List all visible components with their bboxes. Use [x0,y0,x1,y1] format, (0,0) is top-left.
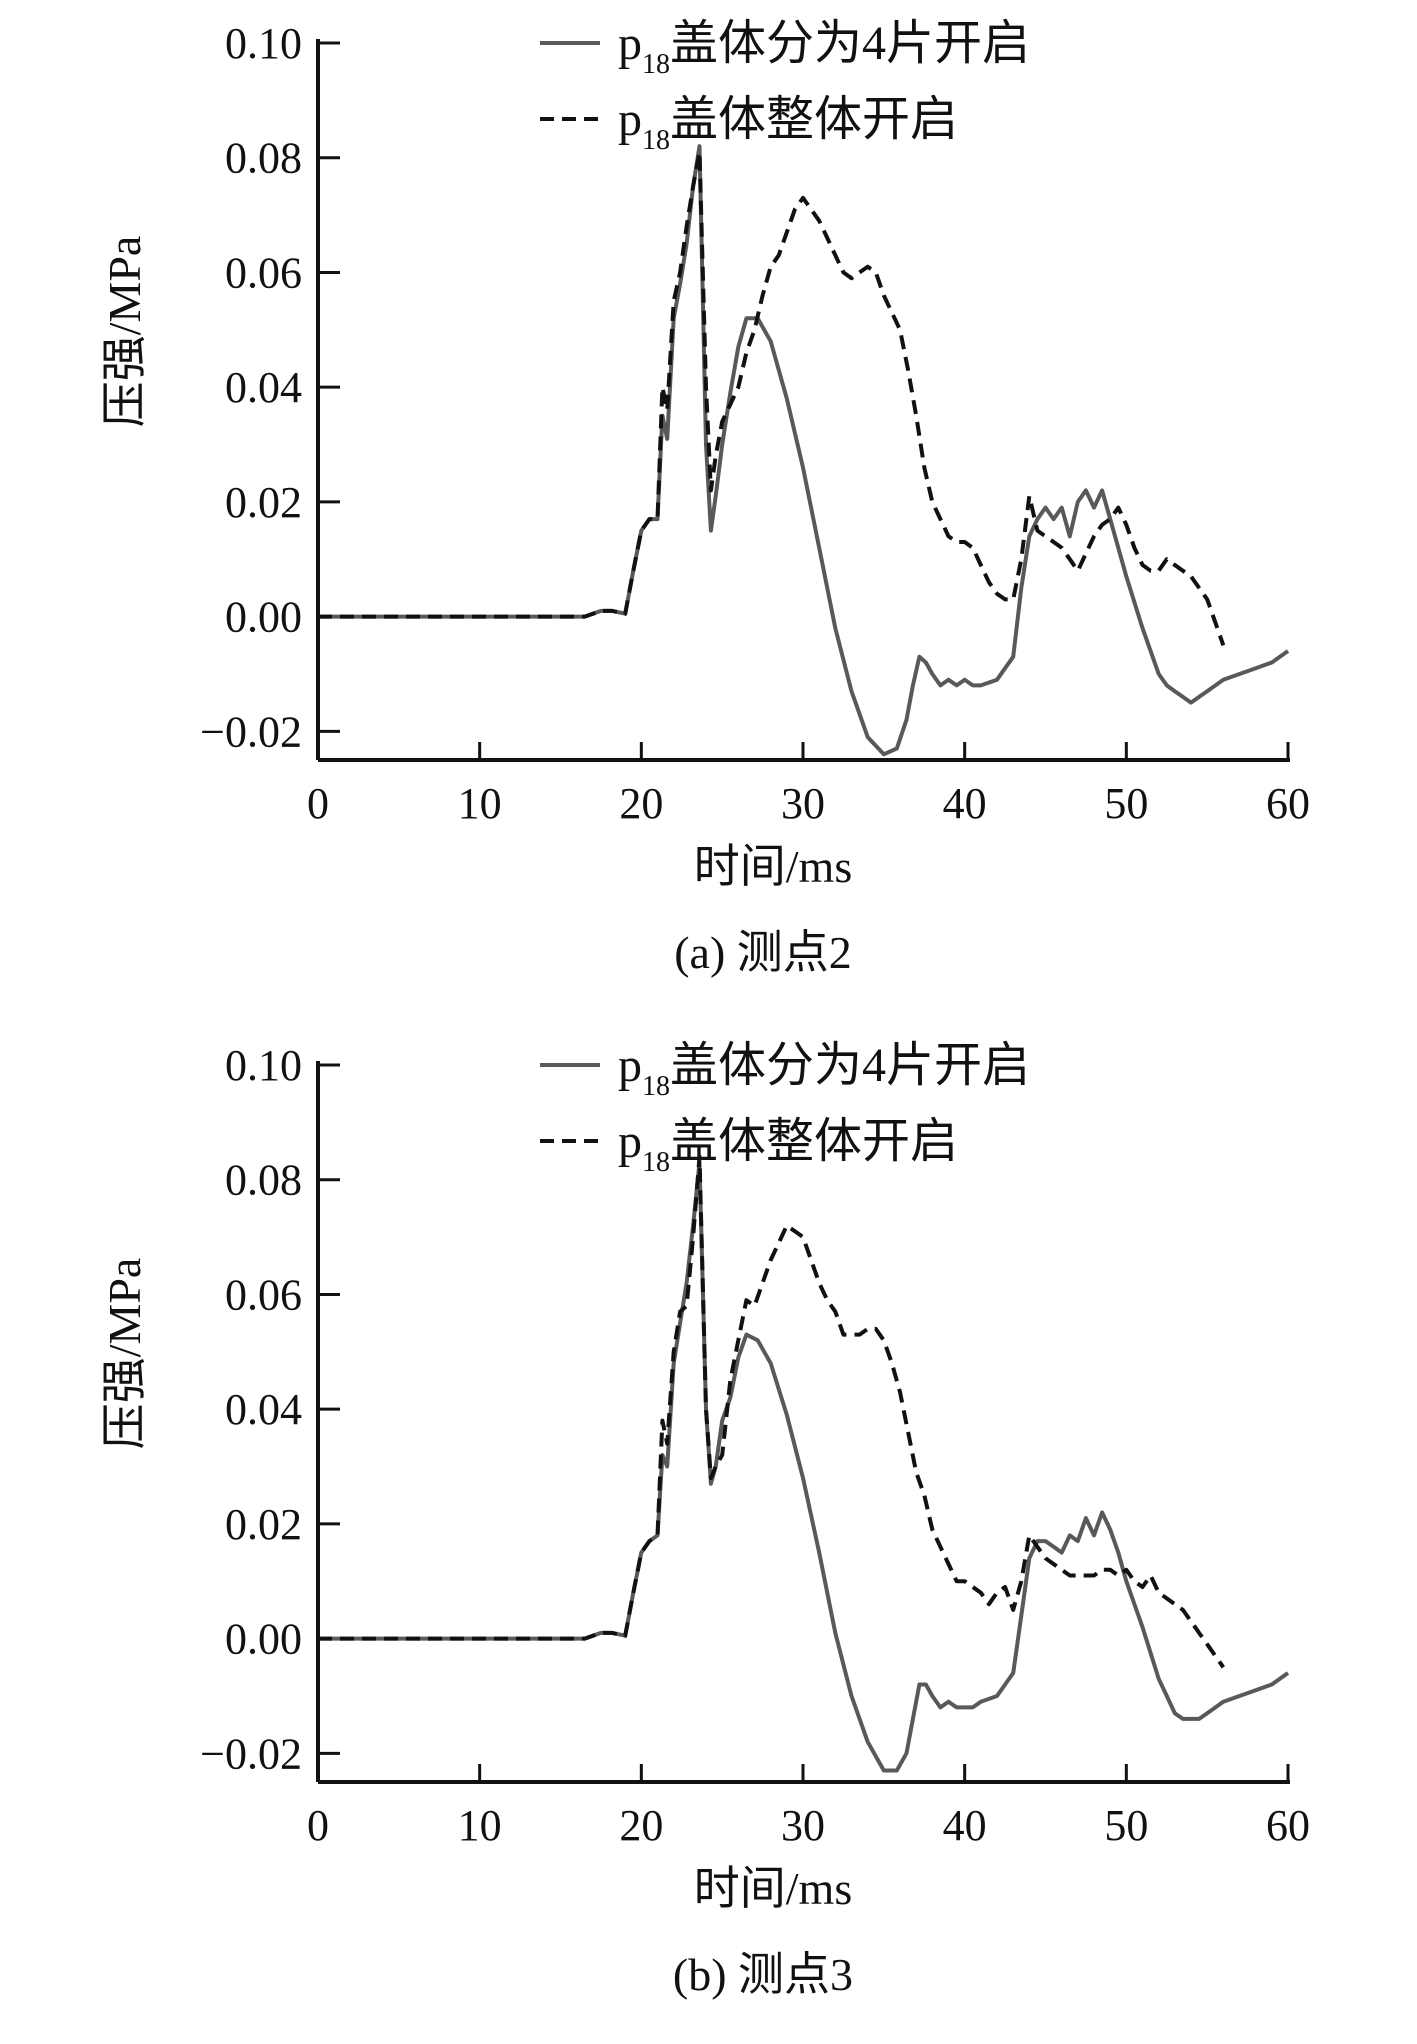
y-axis-title: 压强/MPa [99,236,150,428]
panel-caption: (a) 测点2 [674,927,852,978]
x-axis-title: 时间/ms [694,1863,852,1914]
legend-label-rest: 盖体分为4片开启 [670,1039,1030,1092]
y-tick-label: 0.02 [225,1500,302,1549]
x-tick-label: 0 [307,779,329,828]
y-tick-label: 0.04 [225,363,302,412]
chart-panel-b: −0.02 0.00 0.02 0.04 0.06 0.08 0.10 0 10 20 30 40 50… [0,1022,1417,2044]
legend-label-subscript: 18 [642,1147,670,1178]
x-tick-label: 10 [458,1801,502,1850]
chart-svg-a: −0.02 0.00 0.02 0.04 0.06 0.08 0.10 0 10 20 30 40 50… [99,17,1310,978]
x-tick-label: 20 [619,779,663,828]
series-line-dashed [318,150,1226,646]
legend-label-subscript: 18 [642,125,670,156]
chart-svg-b: −0.02 0.00 0.02 0.04 0.06 0.08 0.10 0 10 20 30 40 50… [99,1039,1310,2000]
series-line-dashed [318,1154,1225,1669]
panel-caption: (b) 测点3 [673,1949,853,2000]
x-tick-label: 60 [1266,1801,1310,1850]
legend-label-main: p [618,17,642,70]
x-tick-label: 20 [619,1801,663,1850]
y-tick-label: 0.08 [225,1156,302,1205]
y-tick-label: 0.00 [225,593,302,642]
y-tick-label: 0.10 [225,1041,302,1090]
chart-panel-a: −0.02 0.00 0.02 0.04 0.06 0.08 0.10 0 10 20 30 40 50… [0,0,1417,1000]
x-tick-label: 30 [781,1801,825,1850]
y-tick-label: 0.00 [225,1615,302,1664]
y-tick-label: 0.06 [225,248,302,297]
y-axis-title: 压强/MPa [99,1258,150,1450]
y-tick-label: 0.06 [225,1270,302,1319]
x-tick-label: 0 [307,1801,329,1850]
legend-label: p18盖体分为4片开启 [618,1039,1030,1102]
y-tick-label: 0.02 [225,478,302,527]
y-tick-label: −0.02 [200,1729,302,1778]
y-tick-label: 0.10 [225,19,302,68]
legend-label-rest: 盖体分为4片开启 [670,17,1030,70]
y-tick-label: 0.08 [225,134,302,183]
legend-label-main: p [618,93,642,146]
axes: −0.02 0.00 0.02 0.04 0.06 0.08 0.10 0 10 20 30 40 50… [200,19,1310,828]
y-tick-label: 0.04 [225,1385,302,1434]
series-line-solid [318,144,1290,757]
legend-label-rest: 盖体整体开启 [670,93,958,146]
x-tick-label: 10 [458,779,502,828]
legend-label: p18盖体分为4片开启 [618,17,1030,80]
x-axis-title: 时间/ms [694,841,852,892]
x-tick-label: 30 [781,779,825,828]
legend-label-main: p [618,1115,642,1168]
legend-label: p18盖体整体开启 [618,1115,958,1178]
x-tick-label: 50 [1104,1801,1148,1850]
legend-label: p18盖体整体开启 [618,93,958,156]
x-tick-label: 60 [1266,779,1310,828]
x-tick-label: 40 [943,1801,987,1850]
legend-label-main: p [618,1039,642,1092]
x-tick-label: 40 [943,779,987,828]
legend-label-subscript: 18 [642,49,670,80]
x-tick-label: 50 [1104,779,1148,828]
y-tick-label: −0.02 [200,707,302,756]
legend-label-rest: 盖体整体开启 [670,1115,958,1168]
legend-label-subscript: 18 [642,1071,670,1102]
series-line-solid [318,1160,1290,1773]
axes: −0.02 0.00 0.02 0.04 0.06 0.08 0.10 0 10 20 30 40 50… [200,1041,1310,1850]
